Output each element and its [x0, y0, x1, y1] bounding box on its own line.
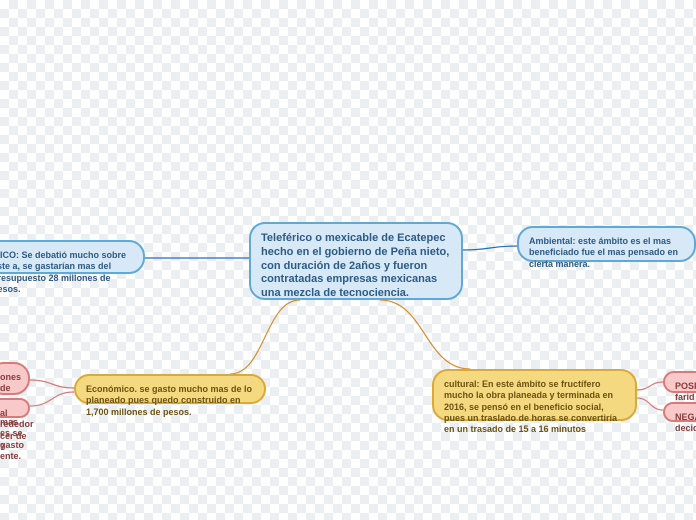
mindmap-canvas: { "diagram_type":"mindmap", "background"… — [0, 0, 696, 520]
link-cult-sub2 — [637, 398, 663, 410]
node-ambiental[interactable]: Ambiental: este ámbito es el mas benefic… — [517, 226, 696, 262]
link-cultural — [380, 300, 470, 369]
node-cultural[interactable]: cultural: En este ámbito se fructífero m… — [432, 369, 637, 421]
node-cult-sub1[interactable]: POSITIVO farid rued mmas. — [663, 371, 696, 393]
node-economico[interactable]: Económico. se gasto mucho mas de lo plan… — [74, 374, 266, 404]
node-econ-sub2-label: al rededor cer de 7 — [0, 408, 34, 453]
node-politico-label: ÍTICO: Se debatió mucho sobre este a, se… — [0, 250, 133, 295]
node-cult-sub2[interactable]: NEGATIVO decidieron — [663, 402, 696, 422]
root-label: Teleférico o mexicable de Ecatepec hecho… — [261, 232, 451, 301]
link-economico — [230, 300, 300, 374]
link-econ-sub1 — [30, 380, 74, 388]
node-cult-sub2-label: NEGATIVO decidieron — [675, 412, 696, 435]
node-ambiental-label: Ambiental: este ámbito es el mas benefic… — [529, 236, 684, 270]
root-node[interactable]: Teleférico o mexicable de Ecatepec hecho… — [249, 222, 463, 300]
node-cultural-label: cultural: En este ámbito se fructífero m… — [444, 379, 625, 435]
node-econ-sub1[interactable]: ones de ros con mas es se gasto ente. — [0, 362, 30, 395]
link-ambiental — [463, 246, 517, 250]
link-econ-sub2 — [30, 392, 74, 406]
node-economico-label: Económico. se gasto mucho mas de lo plan… — [86, 384, 254, 418]
node-politico[interactable]: ÍTICO: Se debatió mucho sobre este a, se… — [0, 240, 145, 274]
link-cult-sub1 — [637, 382, 663, 390]
node-econ-sub2[interactable]: al rededor cer de 7 — [0, 398, 30, 418]
